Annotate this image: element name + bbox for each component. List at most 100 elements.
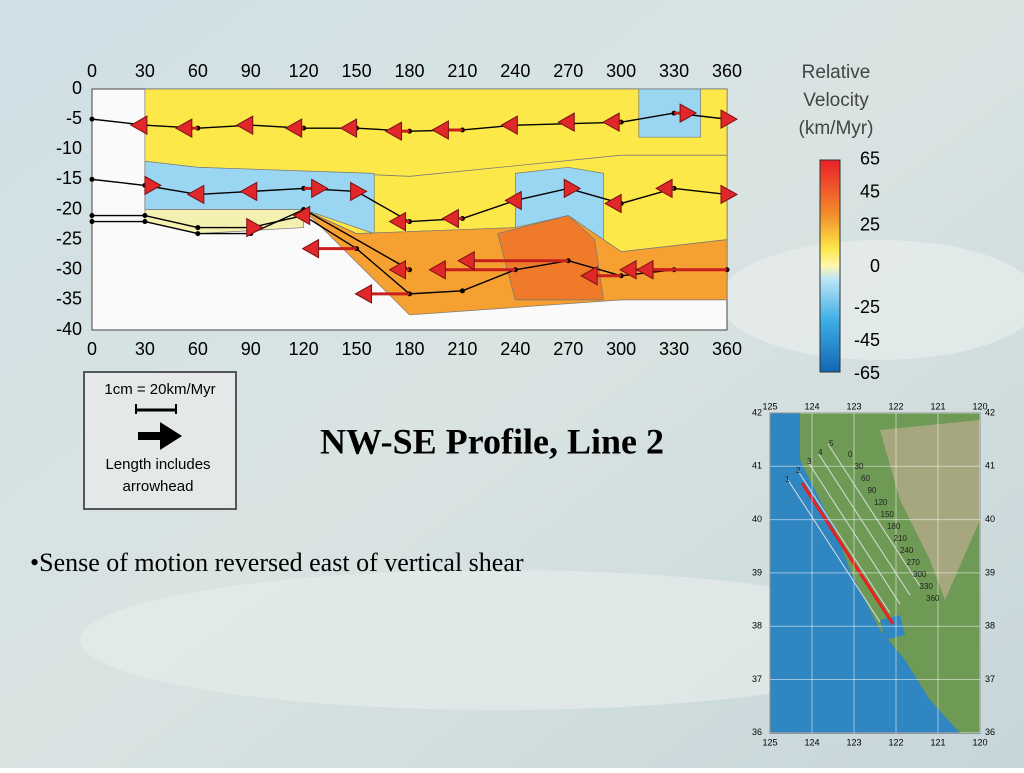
cloud bbox=[80, 570, 920, 710]
map-profile-line bbox=[817, 452, 911, 596]
station-dot bbox=[89, 219, 95, 225]
x-tick-label-bottom: 210 bbox=[447, 339, 477, 359]
map-lon-label-top: 120 bbox=[972, 401, 987, 411]
map-lon-label-top: 122 bbox=[888, 401, 903, 411]
map-profile-line bbox=[787, 479, 881, 623]
x-tick-label-bottom: 90 bbox=[241, 339, 261, 359]
x-tick-label-top: 270 bbox=[553, 61, 583, 81]
y-tick-label: -35 bbox=[56, 289, 82, 309]
profile-curve bbox=[91, 178, 728, 223]
y-tick-label: -20 bbox=[56, 198, 82, 218]
y-tick-label: -40 bbox=[56, 319, 82, 339]
x-tick-label-top: 300 bbox=[606, 61, 636, 81]
x-tick-label-top: 120 bbox=[289, 61, 319, 81]
map bbox=[769, 412, 981, 734]
map-lat-label-left: 42 bbox=[752, 407, 762, 417]
x-tick-label-bottom: 300 bbox=[606, 339, 636, 359]
colorbar bbox=[819, 159, 841, 373]
y-tick-label: -10 bbox=[56, 138, 82, 158]
velocity-arrow-head bbox=[720, 184, 739, 205]
scale-arrow bbox=[138, 422, 182, 450]
map-mountains bbox=[880, 420, 980, 600]
x-tick-label-top: 210 bbox=[447, 61, 477, 81]
colorbar-label: 65 bbox=[860, 149, 880, 169]
map-lat-label-right: 37 bbox=[985, 674, 995, 684]
x-tick-label-top: 0 bbox=[87, 61, 97, 81]
upper-blue-patch bbox=[638, 88, 701, 138]
bullet: •Sense of motion reversed east of vertic… bbox=[30, 548, 524, 577]
colorbar-label: -45 bbox=[854, 330, 880, 350]
map-profile-line bbox=[807, 461, 901, 605]
velocity-arrow-head bbox=[292, 205, 311, 226]
x-tick-label-top: 330 bbox=[659, 61, 689, 81]
velocity-arrow-head bbox=[563, 178, 582, 199]
map-lon-label-bottom: 122 bbox=[888, 737, 903, 747]
x-tick-label-top: 150 bbox=[342, 61, 372, 81]
velocity-arrow-head bbox=[384, 121, 402, 142]
velocity-arrow-head bbox=[246, 217, 264, 238]
velocity-arrow-head bbox=[580, 265, 598, 286]
map-bay bbox=[880, 615, 905, 640]
x-tick-label-bottom: 150 bbox=[342, 339, 372, 359]
map-line-label: 360 bbox=[926, 594, 940, 603]
map-line-label: 270 bbox=[907, 558, 921, 567]
velocity-arrow-head bbox=[129, 115, 148, 136]
map-lat-label-left: 36 bbox=[752, 727, 762, 737]
profile-curve bbox=[92, 208, 410, 271]
map-line-label: 2 bbox=[796, 466, 801, 475]
station-dot bbox=[195, 225, 201, 231]
x-tick-label-bottom: 270 bbox=[553, 339, 583, 359]
velocity-arrow-head bbox=[428, 259, 446, 280]
colorbar-title: Relative bbox=[802, 62, 871, 83]
velocity-arrow-head bbox=[186, 184, 205, 205]
y-tick-label: 0 bbox=[72, 78, 82, 98]
x-tick-label-bottom: 240 bbox=[500, 339, 530, 359]
map-lon-label-bottom: 124 bbox=[804, 737, 819, 747]
map-lon-label-top: 121 bbox=[930, 401, 945, 411]
map-profile-line bbox=[827, 443, 921, 587]
x-tick-label-top: 60 bbox=[188, 61, 208, 81]
velocity-arrow-head bbox=[239, 181, 258, 202]
map-lon-label-top: 125 bbox=[762, 401, 777, 411]
map-line-label: 120 bbox=[874, 498, 888, 507]
map-line-label: 150 bbox=[881, 510, 895, 519]
map-lat-label-left: 37 bbox=[752, 674, 762, 684]
map-lat-label-right: 41 bbox=[985, 461, 995, 471]
station-dot bbox=[89, 213, 95, 219]
map-profile-line bbox=[797, 470, 891, 614]
map-lat-label-left: 39 bbox=[752, 567, 762, 577]
map-line-label: 90 bbox=[868, 486, 877, 495]
map-lon-label-top: 124 bbox=[804, 401, 819, 411]
x-tick-label-bottom: 330 bbox=[659, 339, 689, 359]
velocity-arrow-head bbox=[504, 190, 522, 211]
map-line-label: 240 bbox=[900, 546, 914, 555]
map-line-label: 1 bbox=[785, 475, 790, 484]
velocity-arrow-head bbox=[388, 259, 406, 280]
colorbar-label: -65 bbox=[854, 363, 880, 383]
velocity-arrow-head bbox=[655, 178, 673, 199]
map-lat-label-left: 40 bbox=[752, 514, 762, 524]
station-dot bbox=[459, 288, 465, 294]
y-tick-label: -25 bbox=[56, 228, 82, 248]
x-tick-label-bottom: 30 bbox=[135, 339, 155, 359]
x-tick-label-top: 90 bbox=[241, 61, 261, 81]
colorbar-title: (km/Myr) bbox=[799, 118, 874, 139]
colorbar-label: -25 bbox=[854, 297, 880, 317]
map-line-label: 330 bbox=[920, 582, 934, 591]
map-lon-label-top: 123 bbox=[846, 401, 861, 411]
map-lat-label-right: 40 bbox=[985, 514, 995, 524]
cross-section bbox=[89, 88, 739, 331]
map-lon-label-bottom: 123 bbox=[846, 737, 861, 747]
x-tick-label-top: 30 bbox=[135, 61, 155, 81]
map-lat-label-left: 41 bbox=[752, 461, 762, 471]
slide-title: NW-SE Profile, Line 2 bbox=[320, 421, 664, 461]
velocity-arrow-head bbox=[431, 120, 449, 140]
station-dot bbox=[142, 219, 148, 225]
map-line-label: 5 bbox=[829, 439, 834, 448]
map-lon-label-bottom: 121 bbox=[930, 737, 945, 747]
map-lat-label-right: 38 bbox=[985, 621, 995, 631]
velocity-arrow-head bbox=[284, 118, 303, 139]
x-tick-label-bottom: 120 bbox=[289, 339, 319, 359]
